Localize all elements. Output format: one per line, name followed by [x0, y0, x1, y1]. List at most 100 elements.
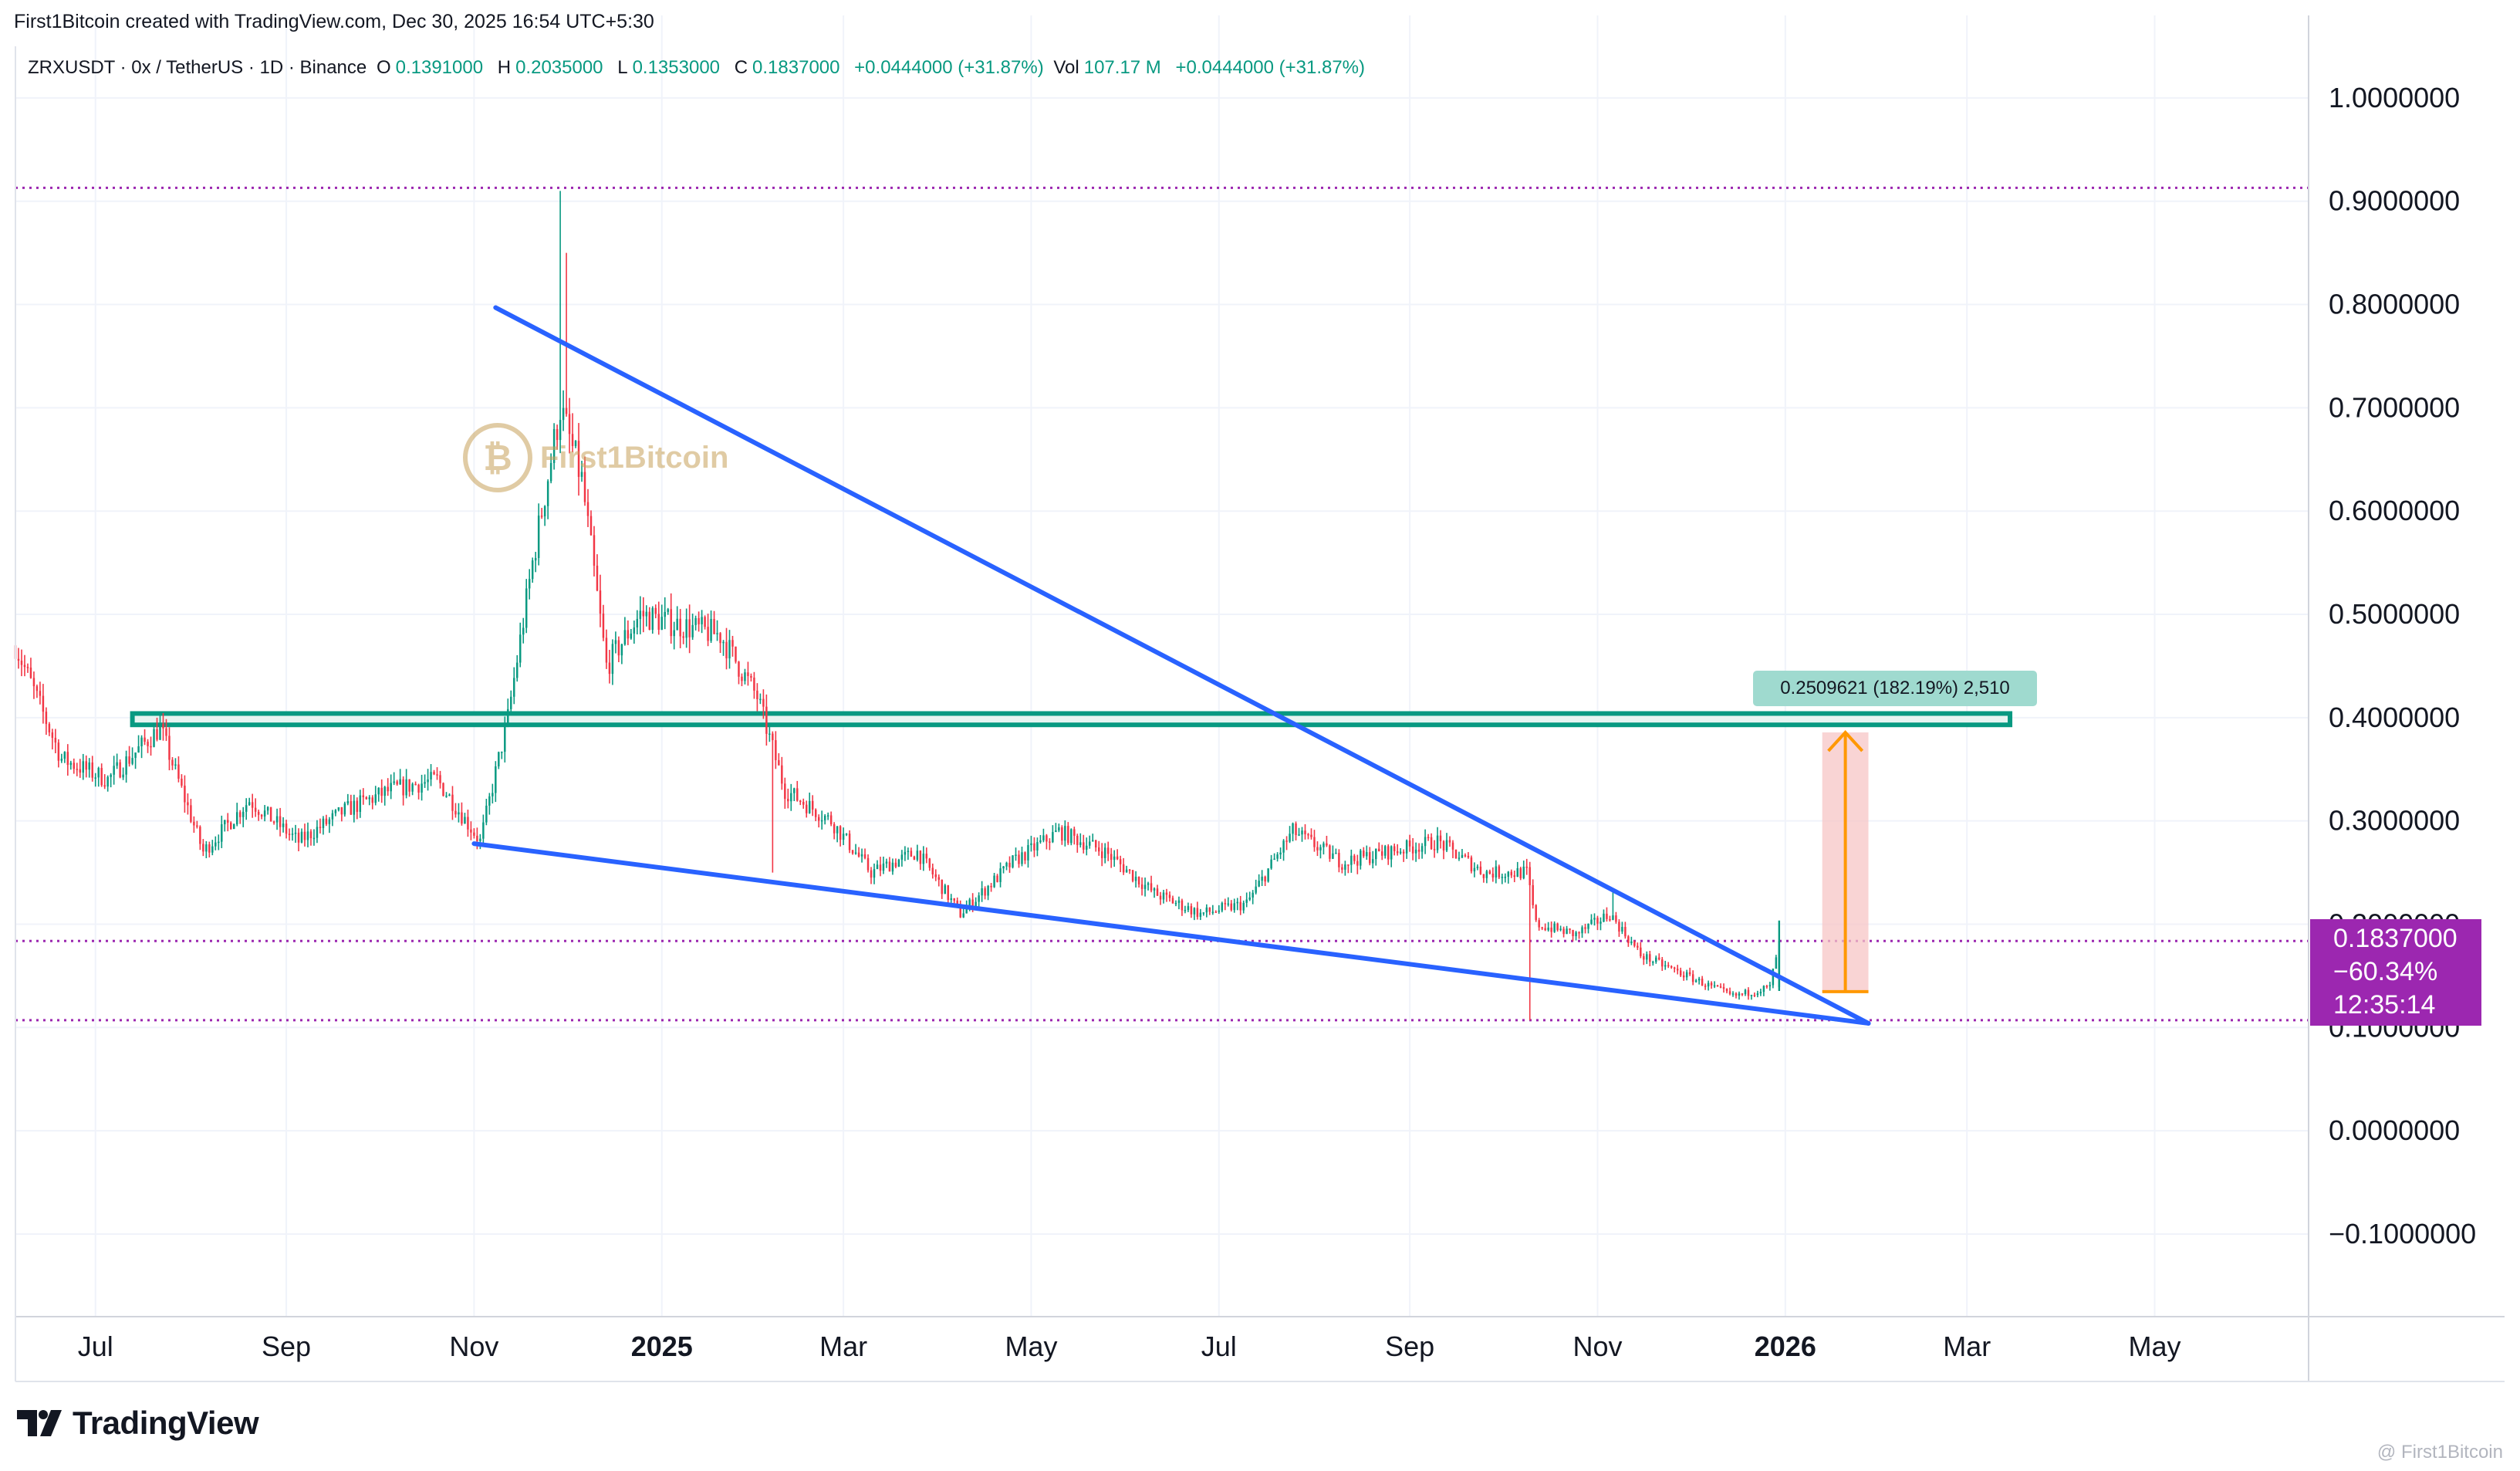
candle-body: [525, 588, 528, 628]
candle-body: [248, 802, 251, 806]
candle-body: [1643, 955, 1645, 960]
candle-body: [1332, 853, 1334, 859]
candle-body: [1581, 927, 1583, 934]
candle-body: [269, 807, 272, 822]
symbol-name[interactable]: ZRXUSDT · 0x / TetherUS · 1D · Binance: [28, 57, 367, 78]
candle-body: [82, 761, 85, 773]
candle-body: [1744, 989, 1747, 995]
candle-body: [451, 794, 454, 811]
y-tick-label: 0.3000000: [2329, 805, 2460, 837]
candle-body: [1079, 842, 1082, 845]
candle-body: [1110, 854, 1113, 861]
candle-body: [510, 696, 512, 709]
measure-arrow-head: [1827, 730, 1864, 752]
candle-body: [1236, 901, 1238, 904]
measure-label[interactable]: 0.2509621 (182.19%) 2,510: [1753, 671, 2037, 706]
candle-body: [1276, 854, 1279, 859]
candle-body: [1593, 918, 1596, 920]
candle-body: [707, 627, 709, 641]
candle-body: [645, 611, 648, 617]
candle-body: [1420, 846, 1424, 852]
candle-body: [1030, 843, 1032, 845]
candle-body: [1482, 874, 1485, 878]
x-axis[interactable]: Jul Sep Nov 2025 Mar May Jul Sep Nov 2026 Mar May: [78, 1331, 2181, 1362]
candle-body: [424, 782, 426, 784]
candle-body: [266, 807, 269, 811]
measure-box[interactable]: [1822, 730, 1869, 993]
candle-body: [1646, 954, 1648, 960]
candle-body: [1307, 834, 1309, 836]
candle-body: [1759, 992, 1762, 994]
candle-body: [470, 829, 472, 833]
x-tick-label: 2026: [1755, 1331, 1816, 1362]
candle-body: [1768, 985, 1772, 987]
candle-body: [1350, 855, 1353, 865]
candle-body: [218, 841, 220, 844]
symbol-legend: ZRXUSDT · 0x / TetherUS · 1D · Binance O…: [28, 57, 1370, 79]
candle-body: [1544, 928, 1546, 931]
candle-body: [1298, 834, 1300, 836]
candle-body: [458, 812, 460, 815]
candle-body: [1596, 918, 1599, 924]
candle-body: [396, 781, 398, 785]
candle-body: [817, 817, 820, 821]
candle-body: [931, 867, 934, 874]
bar-countdown: 12:35:14: [2333, 990, 2436, 1020]
open-value: O 0.1391000: [376, 57, 484, 78]
candle-body: [445, 795, 448, 797]
candle-body: [1775, 957, 1778, 969]
candle-body: [159, 723, 161, 740]
candle-body: [1436, 835, 1439, 850]
candle-body: [1264, 876, 1266, 882]
resistance-zone-rect[interactable]: [130, 711, 2013, 728]
horizontal-levels: [15, 186, 2309, 1022]
candle-body: [181, 778, 183, 786]
candle-body: [593, 535, 596, 566]
candle-body: [1073, 829, 1076, 836]
candle-body: [534, 558, 537, 561]
candle-body: [1624, 927, 1627, 937]
candle-body: [971, 899, 974, 908]
candle-body: [1433, 849, 1436, 850]
candle-body: [1682, 975, 1685, 978]
candle-body: [1691, 974, 1694, 982]
candle-body: [35, 686, 39, 692]
candle-body: [639, 610, 642, 619]
trendlines[interactable]: [471, 305, 1871, 1026]
candle-body: [1196, 908, 1199, 917]
candle-body: [23, 664, 26, 668]
candle-body: [1495, 866, 1498, 878]
candle-body: [63, 752, 66, 759]
candle-body: [26, 667, 29, 668]
y-axis[interactable]: 1.0000000 0.9000000 0.8000000 0.7000000 0.60…: [2329, 82, 2476, 1250]
upper-trendline[interactable]: [493, 305, 1871, 1026]
tradingview-logo[interactable]: TradingView: [17, 1403, 259, 1443]
candle-body: [907, 850, 910, 852]
lower-trendline[interactable]: [471, 841, 1871, 1026]
grid: [15, 15, 2309, 1317]
candle-body: [1190, 906, 1193, 915]
candle-body: [1058, 827, 1060, 831]
candle-body: [1372, 859, 1374, 864]
x-tick-label: Nov: [1572, 1331, 1622, 1362]
candle-body: [546, 481, 549, 506]
candle-body: [1338, 853, 1340, 867]
candle-body: [1227, 903, 1230, 905]
candle-body: [1532, 884, 1534, 905]
candle-body: [1024, 852, 1026, 861]
candle-body: [565, 407, 568, 414]
candle-body: [543, 506, 546, 517]
candle-body: [1177, 900, 1181, 903]
candle-body: [322, 818, 325, 828]
candle-body: [73, 763, 76, 769]
candle-body: [1606, 913, 1608, 919]
candle-body: [981, 888, 983, 896]
resistance-zone[interactable]: [130, 711, 2013, 728]
candle-body: [1199, 912, 1202, 917]
candle-body: [854, 852, 857, 854]
candle-body: [1670, 965, 1673, 968]
candle-body: [759, 698, 762, 701]
x-tick-label: May: [1005, 1331, 1057, 1362]
x-tick-label: 2025: [631, 1331, 693, 1362]
